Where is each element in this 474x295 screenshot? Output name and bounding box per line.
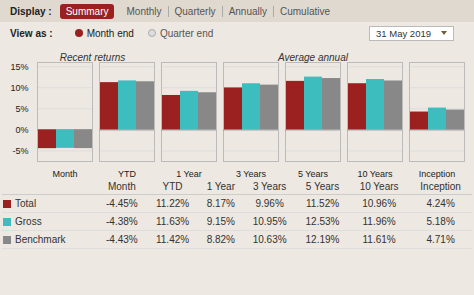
html-text:Display :: Display : — [10, 5, 52, 17]
svg-text:Inception: Inception — [419, 169, 456, 179]
html-text:11.22%: 11.22% — [156, 198, 190, 209]
html-text:Inception: Inception — [420, 181, 461, 192]
html-text:10.63%: 10.63% — [252, 234, 287, 245]
html-text:9.96%: 9.96% — [255, 198, 284, 209]
svg-text:0%: 0% — [15, 125, 28, 135]
html-text:-4.38%: -4.38% — [106, 216, 138, 227]
html-text:11.52%: 11.52% — [305, 198, 340, 209]
svg-text:10%: 10% — [10, 83, 28, 93]
html-text:11.42%: 11.42% — [156, 234, 190, 245]
html-text:10 Years: 10 Years — [359, 181, 399, 192]
svg-text:5 Years: 5 Years — [298, 169, 329, 179]
html-text:11.63%: 11.63% — [156, 216, 190, 227]
html-text:Quarterly: Quarterly — [174, 5, 216, 17]
svg-text:10 Years: 10 Years — [357, 169, 393, 179]
html-text:4.24%: 4.24% — [426, 198, 455, 209]
html-text:5 Years: 5 Years — [305, 181, 340, 192]
html-text:Total: Total — [15, 198, 37, 209]
html-text:Annually: Annually — [228, 5, 267, 17]
svg-text:Average annual: Average annual — [277, 52, 349, 63]
html-text:YTD: YTD — [162, 181, 183, 192]
svg-text:3 Years: 3 Years — [236, 169, 267, 179]
svg-text:Recent returns: Recent returns — [60, 52, 126, 63]
svg-text:5%: 5% — [15, 104, 28, 114]
html-text:4.71%: 4.71% — [426, 234, 455, 245]
html-text:11.61%: 11.61% — [362, 234, 396, 245]
html-text:31 May 2019: 31 May 2019 — [376, 27, 431, 39]
html-text:8.17%: 8.17% — [206, 198, 235, 209]
html-text:Gross: Gross — [15, 216, 42, 227]
svg-text:YTD: YTD — [118, 169, 137, 179]
html-text:-4.43%: -4.43% — [106, 234, 138, 245]
html-text:View as :: View as : — [10, 27, 53, 39]
svg-text:15%: 15% — [10, 62, 28, 72]
html-text:10.95%: 10.95% — [252, 216, 287, 227]
html-text:Monthly: Monthly — [126, 5, 162, 17]
svg-text:-5%: -5% — [12, 146, 28, 156]
html-text:Quarter end: Quarter end — [159, 27, 214, 39]
html-text:Month: Month — [108, 181, 136, 192]
svg-text:Month: Month — [52, 169, 77, 179]
html-text:Summary: Summary — [65, 5, 109, 17]
html-text:1 Year: 1 Year — [206, 181, 235, 192]
html-text:-4.45%: -4.45% — [106, 198, 138, 209]
html-text:9.15%: 9.15% — [206, 216, 235, 227]
html-text:10.96%: 10.96% — [362, 198, 397, 209]
html-text:Benchmark: Benchmark — [15, 234, 66, 245]
html-text:5.18%: 5.18% — [426, 216, 455, 227]
html-text:11.96%: 11.96% — [362, 216, 396, 227]
html-text:12.53%: 12.53% — [305, 216, 340, 227]
svg-text:1 Year: 1 Year — [176, 169, 202, 179]
html-text:8.82%: 8.82% — [206, 234, 235, 245]
html-text:Month end: Month end — [86, 27, 134, 39]
html-text:3 Years: 3 Years — [252, 181, 287, 192]
html-text:12.19%: 12.19% — [305, 234, 340, 245]
html-text:Cumulative: Cumulative — [280, 5, 330, 17]
